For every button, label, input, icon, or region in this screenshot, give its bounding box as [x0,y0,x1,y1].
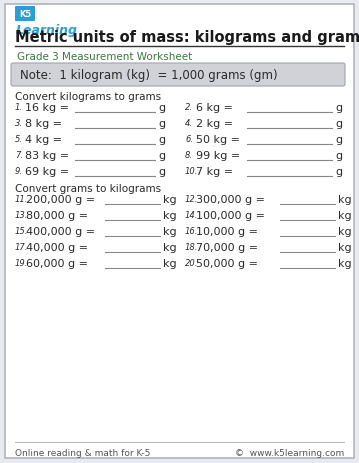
Text: 4.: 4. [185,119,193,128]
Text: Online reading & math for K-5: Online reading & math for K-5 [15,448,150,457]
Text: 400,000 g =: 400,000 g = [26,226,95,237]
Text: 9.: 9. [15,167,23,176]
Text: 18.: 18. [185,243,199,252]
Text: kg: kg [163,226,177,237]
FancyBboxPatch shape [15,7,35,22]
Text: 2.: 2. [185,103,193,112]
Text: kg: kg [338,243,351,252]
Text: 50 kg =: 50 kg = [196,135,240,144]
Text: 14.: 14. [185,211,199,220]
Text: g: g [335,167,342,176]
Text: 6.: 6. [185,135,193,144]
Text: 1.: 1. [15,103,23,112]
Text: 15.: 15. [15,227,28,236]
Text: 5.: 5. [15,135,23,144]
Text: 7.: 7. [15,151,23,160]
Text: Note:  1 kilogram (kg)  = 1,000 grams (gm): Note: 1 kilogram (kg) = 1,000 grams (gm) [20,69,278,82]
Text: g: g [335,103,342,113]
Text: g: g [158,167,165,176]
Text: 7 kg =: 7 kg = [196,167,233,176]
Text: K5: K5 [19,10,31,19]
Text: g: g [158,150,165,161]
Text: g: g [158,119,165,129]
Text: 16 kg =: 16 kg = [25,103,69,113]
Text: g: g [158,135,165,144]
Text: 16.: 16. [185,227,199,236]
Text: 300,000 g =: 300,000 g = [196,194,265,205]
Text: 2 kg =: 2 kg = [196,119,233,129]
Text: 200,000 g =: 200,000 g = [26,194,95,205]
Text: g: g [335,135,342,144]
Text: ©  www.k5learning.com: © www.k5learning.com [235,448,344,457]
Text: 3.: 3. [15,119,23,128]
Text: Metric units of mass: kilograms and grams: Metric units of mass: kilograms and gram… [15,30,359,45]
Text: g: g [335,119,342,129]
Text: 69 kg =: 69 kg = [25,167,69,176]
Text: Convert kilograms to grams: Convert kilograms to grams [15,92,161,102]
Text: 8 kg =: 8 kg = [25,119,62,129]
Text: 10,000 g =: 10,000 g = [196,226,258,237]
Text: 50,000 g =: 50,000 g = [196,258,258,269]
Text: Convert grams to kilograms: Convert grams to kilograms [15,184,161,194]
Text: 11.: 11. [15,195,28,204]
Text: 12.: 12. [185,195,199,204]
FancyBboxPatch shape [11,64,345,87]
Text: 80,000 g =: 80,000 g = [26,211,88,220]
Text: 4 kg =: 4 kg = [25,135,62,144]
Text: 20.: 20. [185,259,199,268]
Text: g: g [335,150,342,161]
Text: kg: kg [338,194,351,205]
Text: 17.: 17. [15,243,28,252]
Text: Learning: Learning [16,24,78,37]
Text: 13.: 13. [15,211,28,220]
Text: 8.: 8. [185,151,193,160]
Text: 19.: 19. [15,259,28,268]
Text: kg: kg [338,258,351,269]
Text: Grade 3 Measurement Worksheet: Grade 3 Measurement Worksheet [17,52,192,62]
Text: 6 kg =: 6 kg = [196,103,233,113]
Text: 83 kg =: 83 kg = [25,150,69,161]
Text: kg: kg [163,258,177,269]
Text: 99 kg =: 99 kg = [196,150,240,161]
Text: kg: kg [338,226,351,237]
Text: 10.: 10. [185,167,199,176]
Text: 100,000 g =: 100,000 g = [196,211,265,220]
Text: 70,000 g =: 70,000 g = [196,243,258,252]
Text: kg: kg [163,211,177,220]
Text: kg: kg [163,194,177,205]
Text: kg: kg [338,211,351,220]
Text: 60,000 g =: 60,000 g = [26,258,88,269]
Text: 40,000 g =: 40,000 g = [26,243,88,252]
Text: g: g [158,103,165,113]
Text: kg: kg [163,243,177,252]
